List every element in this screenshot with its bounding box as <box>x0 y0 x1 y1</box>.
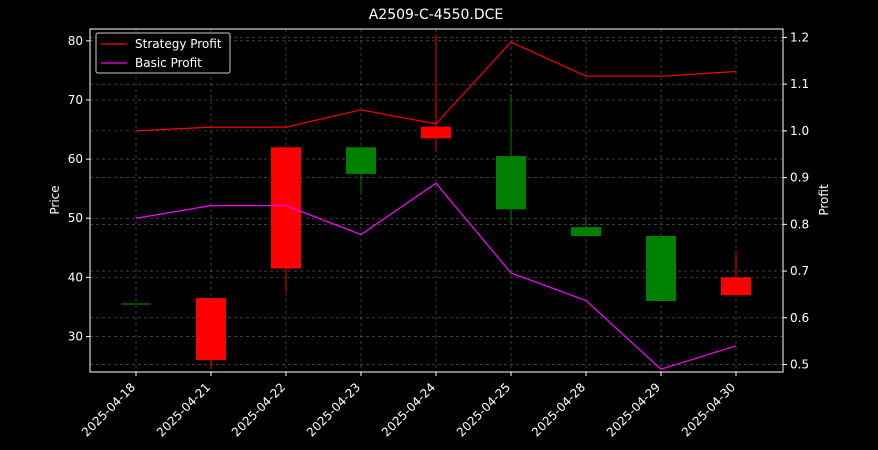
candle-body <box>346 147 376 174</box>
y-tick-label-right: 1.1 <box>790 77 809 91</box>
y-tick-label-left: 50 <box>68 211 83 225</box>
y-tick-label-left: 30 <box>68 330 83 344</box>
candle-body <box>421 126 451 139</box>
y-tick-label-right: 1.0 <box>790 124 809 138</box>
y-tick-label-right: 0.7 <box>790 264 809 278</box>
y-tick-label-left: 40 <box>68 270 83 284</box>
y-tick-label-right: 0.5 <box>790 358 809 372</box>
legend-label-basic-profit: Basic Profit <box>135 56 202 70</box>
candle-body <box>721 277 751 296</box>
y-tick-label-right: 1.2 <box>790 30 809 44</box>
y-tick-label-right: 0.6 <box>790 311 809 325</box>
y-tick-label-left: 80 <box>68 34 83 48</box>
candle-body <box>271 147 301 269</box>
y-tick-label-left: 70 <box>68 93 83 107</box>
legend: Strategy Profit Basic Profit <box>95 32 231 74</box>
candle-body <box>496 156 526 210</box>
chart-title: A2509-C-4550.DCE <box>369 7 504 23</box>
series-line-strategy-profit <box>135 41 737 132</box>
series-line-basic-profit <box>135 182 737 370</box>
candle-body <box>196 298 226 361</box>
legend-box <box>95 32 231 74</box>
profit-lines <box>135 41 737 370</box>
candle-body <box>646 235 676 302</box>
candles <box>121 34 751 370</box>
y-tick-label-right: 0.9 <box>790 171 809 185</box>
y-axis-label-left: Price <box>48 185 62 214</box>
y-axis-label-right: Profit <box>817 184 831 216</box>
y-tick-label-right: 0.8 <box>790 217 809 231</box>
legend-label-strategy-profit: Strategy Profit <box>135 37 222 51</box>
candle-body <box>571 227 601 236</box>
y-tick-label-left: 60 <box>68 152 83 166</box>
